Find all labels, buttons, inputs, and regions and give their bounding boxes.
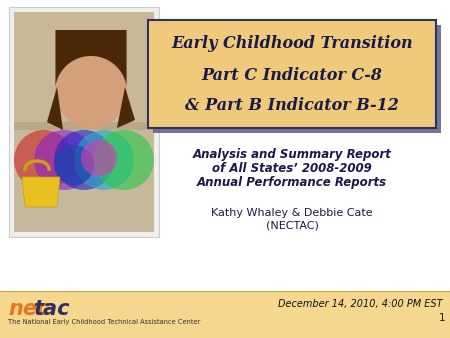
Text: Analysis and Summary Report: Analysis and Summary Report	[193, 148, 392, 161]
Text: 1: 1	[438, 313, 445, 323]
Circle shape	[55, 56, 127, 128]
Text: The National Early Childhood Technical Assistance Center: The National Early Childhood Technical A…	[8, 319, 200, 325]
Text: tac: tac	[33, 299, 69, 319]
Text: nec: nec	[8, 299, 50, 319]
Text: & Part B Indicator B-12: & Part B Indicator B-12	[185, 97, 399, 115]
Text: Early Childhood Transition: Early Childhood Transition	[171, 35, 413, 52]
Text: (NECTAC): (NECTAC)	[266, 221, 319, 231]
Circle shape	[74, 130, 134, 190]
Bar	[9, 7, 159, 237]
Bar	[0, 291, 450, 338]
Bar	[14, 12, 154, 122]
Circle shape	[54, 145, 94, 185]
Polygon shape	[117, 87, 135, 128]
Circle shape	[81, 140, 117, 176]
Bar	[148, 20, 436, 128]
Circle shape	[34, 130, 94, 190]
Circle shape	[94, 130, 154, 190]
Text: Kathy Whaley & Debbie Cate: Kathy Whaley & Debbie Cate	[211, 208, 373, 218]
Bar	[14, 12, 154, 232]
Circle shape	[54, 130, 114, 190]
Polygon shape	[22, 177, 60, 207]
Bar	[14, 130, 154, 232]
Text: December 14, 2010, 4:00 PM EST: December 14, 2010, 4:00 PM EST	[279, 299, 443, 309]
Polygon shape	[47, 87, 63, 130]
Circle shape	[14, 130, 74, 190]
Bar	[153, 25, 441, 133]
Text: Part C Indicator C-8: Part C Indicator C-8	[202, 67, 382, 83]
Text: Annual Performance Reports: Annual Performance Reports	[197, 176, 387, 189]
Text: of All States’ 2008-2009: of All States’ 2008-2009	[212, 162, 372, 175]
